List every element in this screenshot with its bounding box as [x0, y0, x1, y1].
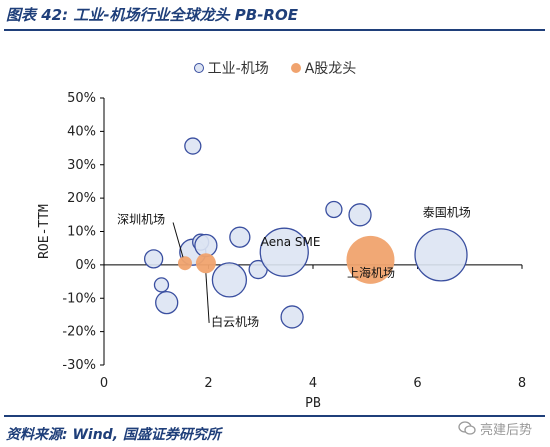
- footer-divider: [4, 415, 545, 417]
- y-tick-label: 40%: [67, 124, 96, 139]
- legend-label-airport: 工业-机场: [207, 61, 269, 77]
- bubble-airport: [184, 137, 202, 155]
- x-tick-label: 6: [413, 376, 421, 391]
- annotation-label: 白云机场: [211, 314, 259, 329]
- y-tick-label: -30%: [62, 358, 96, 373]
- legend-swatch-airport: [193, 63, 204, 73]
- title-divider: [4, 29, 545, 31]
- bubble-airport: [348, 203, 372, 227]
- bubble-airport: [259, 227, 309, 277]
- leader-line: [205, 273, 210, 323]
- y-tick-label: 10%: [67, 225, 96, 240]
- legend-item-a-share: A股龙头: [290, 58, 357, 78]
- leader-line: [172, 222, 184, 258]
- annotation-label: Aena SME: [261, 235, 321, 249]
- bubble-airport: [280, 305, 304, 329]
- legend: 工业-机场 A股龙头: [0, 58, 550, 78]
- legend-swatch-a-share: [290, 63, 301, 73]
- x-tick-label: 2: [204, 376, 212, 391]
- annotation-label: 上海机场: [347, 265, 395, 280]
- bubble-a-share: [177, 256, 192, 271]
- chart-axes: -30% -20% -10% 0% 10% 20% 30% 40% 50% 0 2 4 6 8 PB ROE-…: [37, 91, 526, 411]
- y-tick-label: -20%: [62, 325, 96, 340]
- bubble-airport: [143, 249, 164, 269]
- bubble-a-share: [346, 235, 395, 284]
- y-tick-label: 20%: [67, 191, 96, 206]
- bubble-airport: [325, 200, 343, 219]
- x-tick-label: 4: [309, 376, 317, 391]
- annotation-label: 泰国机场: [423, 205, 471, 219]
- source-note: 资料来源: Wind, 国盛证券研究所: [6, 427, 221, 443]
- y-tick-label: 30%: [67, 158, 96, 173]
- watermark: 亮建后势: [458, 417, 544, 439]
- x-axis-label: PB: [305, 396, 321, 411]
- y-axis-label: ROE-TTM: [37, 204, 52, 259]
- x-tick-label: 8: [518, 376, 526, 391]
- chart-marks: [143, 137, 468, 329]
- y-tick-label: 50%: [67, 91, 96, 106]
- legend-item-airport: 工业-机场: [193, 58, 269, 78]
- bubble-airport: [414, 228, 468, 282]
- bubble-airport: [211, 262, 248, 298]
- y-tick-label: 0%: [75, 258, 96, 273]
- page-title: 图表 42: 工业-机场行业全球龙头 PB-ROE: [6, 6, 298, 24]
- bubble-a-share: [195, 253, 216, 274]
- bubble-airport: [155, 290, 179, 315]
- watermark-text: 亮建后势: [480, 422, 533, 438]
- x-tick-label: 0: [100, 376, 108, 391]
- y-tick-label: -10%: [62, 291, 96, 306]
- bubble-airport: [153, 277, 170, 293]
- bubble-airport: [229, 226, 251, 248]
- legend-label-a-share: A股龙头: [304, 61, 357, 77]
- wechat-icon: [458, 421, 476, 435]
- annotation-label: 深圳机场: [117, 212, 165, 226]
